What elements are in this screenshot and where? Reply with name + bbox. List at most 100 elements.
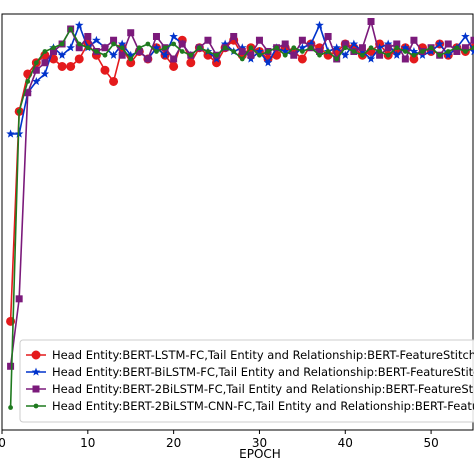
data-point	[31, 350, 41, 360]
data-point	[75, 44, 83, 52]
series-1	[6, 35, 474, 326]
data-point	[135, 47, 143, 55]
data-point	[332, 43, 341, 52]
data-point	[7, 362, 15, 370]
data-point	[42, 49, 48, 54]
x-tick-label: 30	[252, 436, 267, 450]
data-point	[316, 47, 324, 55]
data-point	[100, 65, 110, 75]
data-point	[461, 44, 469, 52]
data-point	[117, 39, 127, 48]
data-point	[248, 45, 254, 51]
data-point	[171, 41, 177, 47]
data-point	[33, 60, 39, 66]
data-point	[324, 32, 332, 40]
data-point	[410, 36, 418, 44]
data-point	[162, 45, 168, 51]
data-point	[85, 45, 91, 51]
data-point	[471, 45, 474, 51]
data-point	[230, 32, 238, 40]
data-point	[15, 295, 23, 303]
data-point	[317, 52, 322, 58]
data-point	[145, 41, 151, 47]
data-point	[274, 45, 280, 51]
data-point	[74, 54, 84, 64]
x-axis-label: EPOCH	[239, 447, 281, 461]
legend-entry: Head Entity:BERT-2BiLSTM-FC,Tail Entity …	[52, 382, 474, 396]
data-point	[32, 385, 40, 393]
data-point	[409, 46, 419, 56]
x-tick-label: 40	[338, 436, 353, 450]
data-point	[238, 47, 246, 55]
data-point	[239, 56, 245, 62]
data-point	[428, 45, 434, 51]
series-3	[7, 17, 474, 370]
data-point	[109, 50, 118, 59]
data-point	[299, 49, 305, 54]
data-point	[41, 59, 49, 67]
legend-entry: Head Entity:BERT-2BiLSTM-CNN-FC,Tail Ent…	[52, 399, 474, 413]
data-point	[463, 49, 468, 54]
data-point	[392, 50, 402, 59]
data-point	[298, 36, 306, 44]
data-point	[128, 56, 134, 62]
series-line	[10, 22, 474, 135]
data-point	[393, 40, 401, 48]
data-point	[453, 47, 461, 55]
data-point	[325, 49, 331, 54]
data-point	[196, 45, 202, 51]
data-point	[454, 45, 460, 51]
data-point	[205, 49, 211, 54]
data-point	[152, 43, 161, 52]
data-point	[59, 41, 65, 47]
data-point	[255, 46, 264, 56]
x-tick-label: 0	[0, 436, 6, 450]
data-point	[377, 49, 382, 54]
data-point	[24, 89, 32, 97]
data-point	[154, 49, 159, 54]
data-point	[401, 43, 410, 52]
data-point	[297, 54, 307, 64]
data-point	[6, 129, 15, 138]
data-point	[255, 36, 263, 44]
data-point	[443, 50, 453, 59]
data-point	[57, 50, 67, 59]
data-point	[16, 109, 22, 114]
data-point	[334, 56, 340, 62]
data-point	[383, 39, 393, 48]
data-point	[420, 49, 425, 54]
legend: Head Entity:BERT-LSTM-FC,Tail Entity and…	[19, 339, 474, 423]
data-point	[25, 79, 31, 84]
data-point	[92, 35, 101, 44]
data-point	[179, 49, 185, 54]
data-point	[152, 32, 160, 40]
data-point	[188, 52, 194, 58]
series-layer	[6, 17, 474, 410]
data-point	[57, 61, 67, 71]
data-point	[341, 40, 349, 48]
data-point	[68, 26, 74, 32]
data-point	[308, 45, 314, 51]
data-point	[340, 50, 350, 59]
x-tick-label: 20	[166, 436, 181, 450]
data-point	[306, 39, 316, 48]
data-point	[66, 61, 76, 71]
data-point	[170, 55, 178, 63]
data-point	[127, 29, 135, 37]
plot-frame	[1, 13, 474, 431]
data-point	[402, 49, 408, 54]
data-point	[94, 49, 99, 54]
data-point	[298, 43, 307, 52]
data-point	[282, 52, 288, 58]
data-point	[360, 52, 365, 58]
data-point	[222, 45, 228, 51]
data-point	[366, 54, 376, 63]
data-point	[231, 49, 237, 54]
data-point	[247, 51, 255, 59]
data-point	[31, 367, 41, 376]
data-point	[461, 31, 470, 41]
data-point	[469, 46, 474, 56]
data-point	[74, 20, 84, 29]
data-point	[367, 17, 375, 25]
data-point	[102, 52, 108, 58]
